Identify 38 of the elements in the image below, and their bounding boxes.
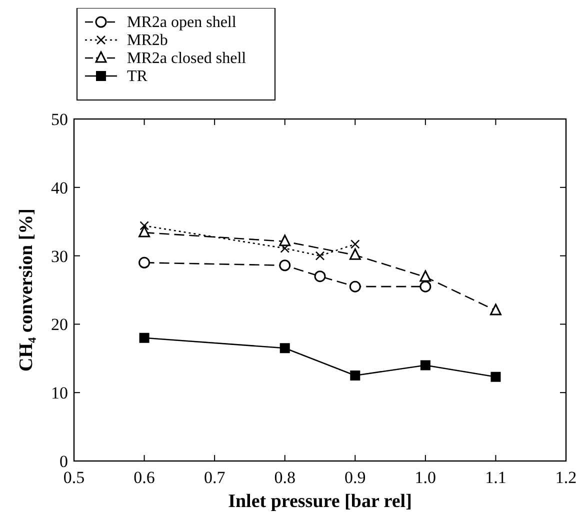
legend-label: MR2a open shell — [127, 14, 237, 31]
x-axis-title: Inlet pressure [bar rel] — [228, 491, 412, 512]
legend-label: TR — [127, 68, 148, 85]
y-tick-label: 0 — [60, 452, 68, 471]
y-tick-label: 50 — [51, 110, 68, 129]
point — [490, 304, 502, 316]
point — [420, 280, 432, 292]
point — [420, 360, 430, 370]
x-tick-label: 1.1 — [485, 468, 506, 487]
x-tick-label: 0.5 — [63, 468, 85, 487]
point — [420, 270, 432, 282]
x-tick-label: 0.6 — [134, 468, 155, 487]
y-axis-title: CH₄ conversion [%] — [16, 208, 37, 372]
legend-label: MR2a closed shell — [127, 50, 247, 67]
point — [138, 256, 150, 268]
x-tick-label: 1.0 — [414, 468, 436, 487]
point — [279, 260, 291, 272]
y-tick-label: 10 — [51, 384, 68, 403]
point — [350, 240, 360, 249]
point — [138, 226, 150, 238]
point — [349, 280, 361, 292]
point — [349, 248, 361, 260]
point — [314, 270, 326, 282]
y-tick-label: 30 — [51, 246, 68, 266]
x-tick-label: 1.2 — [555, 468, 577, 487]
x-tick-label: 0.9 — [344, 468, 366, 487]
point — [280, 343, 290, 354]
y-tick-label: 40 — [51, 178, 68, 198]
point — [140, 221, 149, 230]
point — [490, 372, 501, 382]
point — [139, 332, 150, 343]
point — [315, 251, 325, 260]
x-tick-label: 0.8 — [274, 468, 296, 487]
point — [350, 370, 360, 380]
x-tick-label: 0.7 — [204, 468, 226, 487]
legend-label: MR2b — [127, 32, 168, 49]
y-tick-label: 20 — [51, 315, 68, 334]
point — [279, 234, 291, 246]
